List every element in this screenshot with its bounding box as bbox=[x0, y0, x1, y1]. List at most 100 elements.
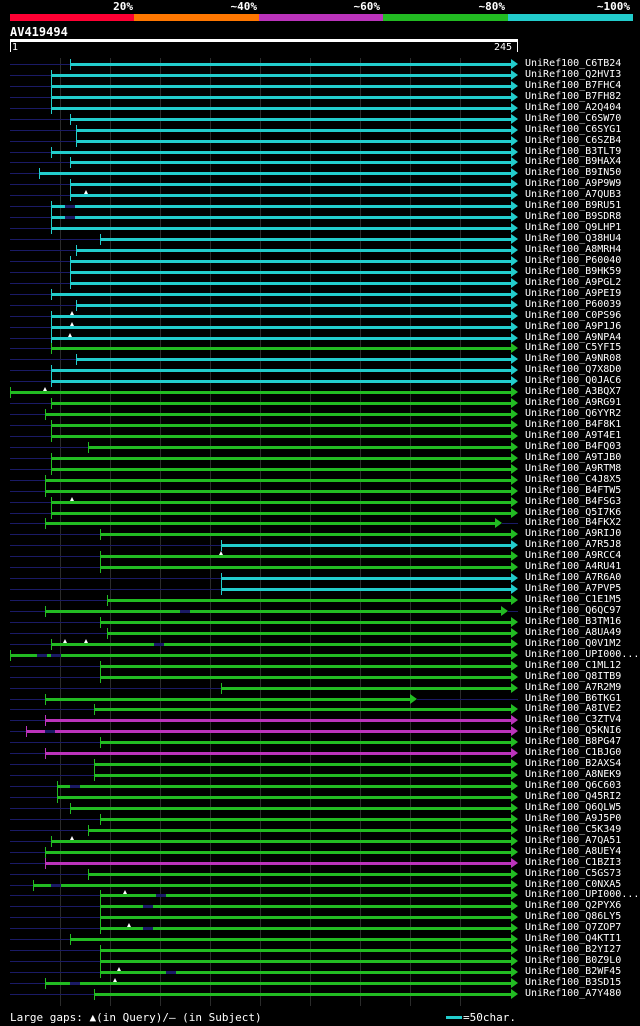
hit-label[interactable]: UniRef100_B4FSG3 bbox=[525, 495, 622, 507]
hit-label[interactable]: UniRef100_A9T4E1 bbox=[525, 429, 622, 441]
hit-label[interactable]: UniRef100_A7QUB3 bbox=[525, 189, 622, 201]
hit-label[interactable]: UniRef100_C3ZTV4 bbox=[525, 714, 622, 726]
hit-bar[interactable] bbox=[88, 445, 511, 449]
hit-bar[interactable] bbox=[75, 248, 511, 252]
hit-row[interactable]: UniRef100_C0PS96 bbox=[0, 309, 640, 322]
hit-row[interactable]: UniRef100_Q2PYX6 bbox=[0, 900, 640, 913]
hit-label[interactable]: UniRef100_B0Z9L0 bbox=[525, 955, 622, 967]
hit-bar[interactable] bbox=[44, 719, 511, 723]
hit-bar[interactable] bbox=[57, 785, 511, 789]
hit-label[interactable]: UniRef100_A8UEY4 bbox=[525, 845, 622, 857]
hit-label[interactable]: UniRef100_B4F8K1 bbox=[525, 419, 622, 431]
hit-row[interactable]: UniRef100_C6SYG1 bbox=[0, 124, 640, 136]
hit-row[interactable]: UniRef100_A9PGL2 bbox=[0, 277, 640, 289]
hit-bar[interactable] bbox=[106, 599, 511, 603]
hit-bar[interactable] bbox=[75, 128, 511, 132]
hit-bar[interactable] bbox=[44, 697, 411, 701]
hit-row[interactable]: UniRef100_A9RTM8 bbox=[0, 463, 640, 475]
hit-label[interactable]: UniRef100_B2YI27 bbox=[525, 944, 622, 956]
hit-bar[interactable] bbox=[100, 238, 511, 242]
hit-bar[interactable] bbox=[51, 150, 511, 154]
hit-label[interactable]: UniRef100_Q9LHP1 bbox=[525, 222, 622, 234]
hit-row[interactable]: UniRef100_Q6QLW5 bbox=[0, 801, 640, 814]
hit-bar[interactable] bbox=[221, 686, 511, 690]
hit-bar[interactable] bbox=[100, 971, 511, 975]
hit-label[interactable]: UniRef100_B2WF45 bbox=[525, 966, 622, 978]
hit-row[interactable]: UniRef100_A3BQX7 bbox=[0, 386, 640, 399]
hit-bar[interactable] bbox=[69, 63, 511, 66]
hit-row[interactable]: UniRef100_A7R5J8 bbox=[0, 539, 640, 552]
hit-bar[interactable] bbox=[44, 413, 511, 417]
hit-bar[interactable] bbox=[51, 314, 511, 318]
hit-bar[interactable] bbox=[51, 424, 511, 428]
hit-label[interactable]: UniRef100_Q86LY5 bbox=[525, 911, 622, 923]
hit-label[interactable]: UniRef100_UPI000... bbox=[525, 648, 640, 660]
hit-label[interactable]: UniRef100_A9J5P0 bbox=[525, 812, 622, 824]
hit-bar[interactable] bbox=[51, 402, 511, 406]
hit-row[interactable]: UniRef100_C5YFI5 bbox=[0, 342, 640, 355]
hit-row[interactable]: UniRef100_B6TKG1 bbox=[0, 693, 640, 705]
hit-label[interactable]: UniRef100_B9IN50 bbox=[525, 167, 622, 179]
hit-bar[interactable] bbox=[100, 894, 511, 898]
hit-bar[interactable] bbox=[26, 730, 511, 734]
hit-bar[interactable] bbox=[94, 763, 511, 767]
hit-row[interactable]: UniRef100_B7FHC4 bbox=[0, 79, 640, 92]
hit-bar[interactable] bbox=[100, 949, 511, 953]
hit-label[interactable]: UniRef100_Q6YYR2 bbox=[525, 408, 622, 420]
hit-label[interactable]: UniRef100_C1BJG0 bbox=[525, 747, 622, 759]
hit-row[interactable]: UniRef100_A7Y480 bbox=[0, 988, 640, 1000]
hit-label[interactable]: UniRef100_A9P9W9 bbox=[525, 178, 622, 190]
hit-label[interactable]: UniRef100_B7FHC4 bbox=[525, 79, 622, 91]
hit-bar[interactable] bbox=[88, 872, 511, 876]
hit-label[interactable]: UniRef100_B9HAX4 bbox=[525, 156, 622, 168]
hit-row[interactable]: UniRef100_C1ML12 bbox=[0, 660, 640, 672]
hit-bar[interactable] bbox=[51, 216, 511, 220]
hit-row[interactable]: UniRef100_C1BJG0 bbox=[0, 747, 640, 760]
hit-row[interactable]: UniRef100_Q6C603 bbox=[0, 780, 640, 793]
hit-bar[interactable] bbox=[100, 817, 511, 821]
hit-row[interactable]: UniRef100_B4FKX2 bbox=[0, 517, 640, 530]
hit-row[interactable]: UniRef100_Q4KTI1 bbox=[0, 933, 640, 946]
hit-bar[interactable] bbox=[69, 259, 511, 263]
hit-label[interactable]: UniRef100_A9NR08 bbox=[525, 353, 622, 365]
hit-row[interactable]: UniRef100_A9RIJ0 bbox=[0, 528, 640, 541]
hit-bar[interactable] bbox=[10, 653, 511, 657]
hit-bar[interactable] bbox=[100, 927, 511, 931]
hit-row[interactable]: UniRef100_A7R6A0 bbox=[0, 572, 640, 585]
hit-row[interactable]: UniRef100_Q8ITB9 bbox=[0, 671, 640, 683]
hit-label[interactable]: UniRef100_A9PEI9 bbox=[525, 287, 622, 299]
hit-bar[interactable] bbox=[221, 544, 511, 548]
hit-bar[interactable] bbox=[51, 227, 511, 231]
hit-bar[interactable] bbox=[57, 795, 511, 799]
hit-label[interactable]: UniRef100_B9HK59 bbox=[525, 265, 622, 277]
hit-label[interactable]: UniRef100_Q7X8D0 bbox=[525, 364, 622, 376]
hit-bar[interactable] bbox=[75, 303, 511, 307]
hit-label[interactable]: UniRef100_C0PS96 bbox=[525, 309, 622, 321]
hit-row[interactable]: UniRef100_C1E1M5 bbox=[0, 594, 640, 607]
hit-bar[interactable] bbox=[51, 839, 511, 843]
hit-bar[interactable] bbox=[88, 828, 511, 832]
hit-bar[interactable] bbox=[44, 861, 511, 865]
hit-label[interactable]: UniRef100_A7R5J8 bbox=[525, 539, 622, 551]
hit-label[interactable]: UniRef100_A8IVE2 bbox=[525, 703, 622, 715]
hit-label[interactable]: UniRef100_A2Q404 bbox=[525, 101, 622, 113]
hit-label[interactable]: UniRef100_Q45RI2 bbox=[525, 790, 622, 802]
hit-label[interactable]: UniRef100_A9TJB0 bbox=[525, 451, 622, 463]
hit-row[interactable]: UniRef100_B8PG47 bbox=[0, 736, 640, 749]
hit-label[interactable]: UniRef100_C6SZB4 bbox=[525, 134, 622, 146]
hit-row[interactable]: UniRef100_C0NXA5 bbox=[0, 879, 640, 891]
hit-row[interactable]: UniRef100_P60039 bbox=[0, 299, 640, 311]
hit-row[interactable]: UniRef100_C5GS73 bbox=[0, 868, 640, 880]
hit-bar[interactable] bbox=[44, 522, 495, 526]
hit-bar[interactable] bbox=[51, 467, 511, 471]
hit-row[interactable]: UniRef100_A9TJB0 bbox=[0, 451, 640, 464]
hit-label[interactable]: UniRef100_A8MRH4 bbox=[525, 243, 622, 255]
hit-row[interactable]: UniRef100_A9T4E1 bbox=[0, 429, 640, 442]
hit-row[interactable]: UniRef100_A8UA49 bbox=[0, 627, 640, 639]
hit-label[interactable]: UniRef100_B9SDR8 bbox=[525, 211, 622, 223]
hit-row[interactable]: UniRef100_B9IN50 bbox=[0, 167, 640, 180]
hit-label[interactable]: UniRef100_Q2PYX6 bbox=[525, 900, 622, 912]
hit-label[interactable]: UniRef100_Q6QLW5 bbox=[525, 801, 622, 813]
hit-row[interactable]: UniRef100_C6TB24 bbox=[0, 58, 640, 70]
hit-label[interactable]: UniRef100_Q6C603 bbox=[525, 780, 622, 792]
